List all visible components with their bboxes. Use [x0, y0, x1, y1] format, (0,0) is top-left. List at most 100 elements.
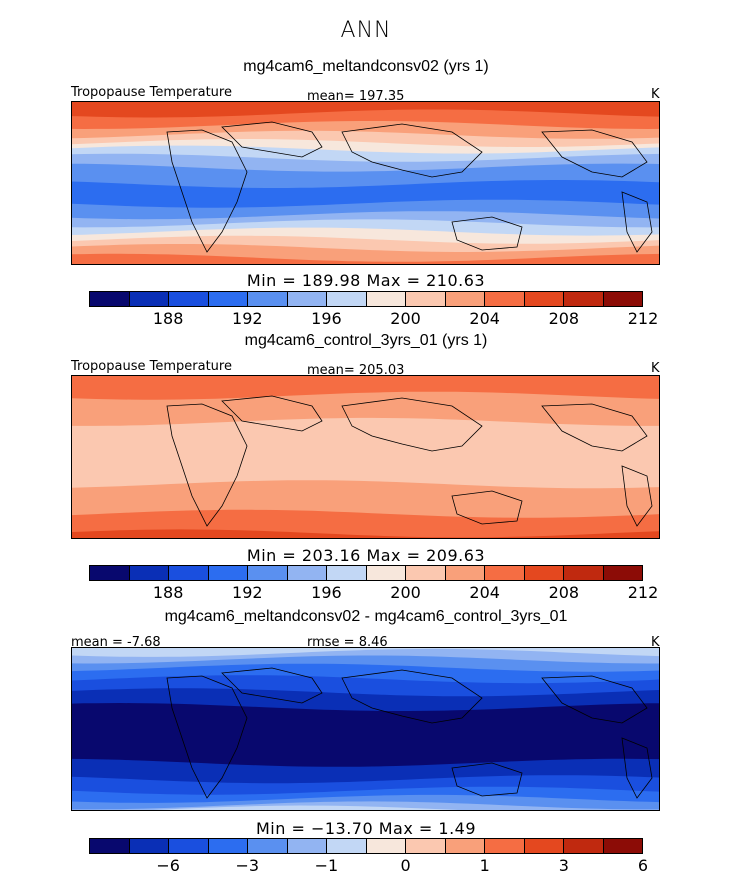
colorbar-swatch: [603, 566, 642, 580]
colorbar-swatch: [327, 839, 367, 853]
colorbar-tick-label: 212: [627, 309, 659, 328]
colorbar-tick-label: 192: [232, 583, 263, 602]
colorbar-tick-label: 6: [637, 856, 649, 875]
panel-1-title: mg4cam6_meltandconsv02 (yrs 1): [243, 58, 489, 75]
panel-2-field: [72, 376, 659, 538]
colorbar-swatch: [169, 566, 209, 580]
panel-2-title: mg4cam6_control_3yrs_01 (yrs 1): [244, 332, 488, 349]
colorbar-swatch: [564, 566, 604, 580]
panel-3-rmse-label: rmse = 8.46: [307, 635, 388, 650]
colorbar-tick-label: 208: [548, 583, 580, 602]
colorbar-swatch: [524, 839, 564, 853]
colorbar-swatch: [485, 566, 525, 580]
colorbar-swatch: [248, 292, 288, 306]
panel-3-title: mg4cam6_meltandconsv02 - mg4cam6_control…: [164, 608, 568, 625]
coastline: [451, 216, 523, 251]
coastline: [166, 675, 248, 799]
colorbar-swatch: [287, 292, 327, 306]
coastline: [621, 191, 653, 253]
colorbar-swatch: [129, 566, 169, 580]
coastline: [541, 129, 648, 178]
colorbar-swatch: [603, 292, 642, 306]
colorbar-swatch: [366, 839, 406, 853]
coastline: [451, 762, 523, 797]
colorbar-swatch: [445, 839, 485, 853]
season-title: ANN: [340, 18, 392, 43]
colorbar-swatch: [524, 292, 564, 306]
colorbar-swatch: [287, 839, 327, 853]
panel-2-minmax: Min = 203.16 Max = 209.63: [246, 546, 486, 565]
colorbar-swatch: [366, 566, 406, 580]
colorbar-tick-label: −3: [235, 856, 260, 875]
panel-2-colorbar: [89, 565, 643, 581]
colorbar-tick-label: 196: [311, 309, 342, 328]
colorbar-tick-label: 188: [152, 583, 184, 602]
colorbar-tick-label: 1: [479, 856, 490, 875]
panel-1-field: [72, 102, 659, 264]
colorbar-tick-label: 200: [390, 583, 421, 602]
panel-2-map: [71, 375, 660, 539]
colorbar-tick-label: 0: [400, 856, 411, 875]
colorbar-swatch: [603, 839, 642, 853]
colorbar-swatch: [129, 839, 169, 853]
colorbar-swatch: [208, 292, 248, 306]
coastline: [341, 397, 483, 452]
colorbar-swatch: [90, 566, 130, 580]
coastline: [541, 403, 648, 452]
panel-1-variable-label: Tropopause Temperature: [71, 85, 232, 100]
colorbar-swatch: [564, 839, 604, 853]
colorbar-swatch: [406, 566, 446, 580]
colorbar-tick-label: 204: [469, 309, 500, 328]
coastline: [541, 675, 648, 724]
coastline: [341, 123, 483, 178]
panel-1-map: [71, 101, 660, 265]
colorbar-swatch: [406, 839, 446, 853]
colorbar-swatch: [445, 292, 485, 306]
panel-1-minmax: Min = 189.98 Max = 210.63: [246, 271, 486, 290]
panel-3-mean-label: mean = -7.68: [71, 635, 161, 650]
colorbar-swatch: [169, 292, 209, 306]
panel-3-map: [71, 647, 660, 811]
panel-3-field: [72, 648, 659, 810]
contour-band: [72, 529, 659, 538]
colorbar-swatch: [248, 566, 288, 580]
colorbar-tick-label: 208: [548, 309, 580, 328]
coastline: [221, 395, 323, 432]
panel-1-mean-label: mean= 197.35: [307, 89, 405, 104]
colorbar-tick-label: 188: [152, 309, 184, 328]
colorbar-swatch: [90, 839, 130, 853]
panel-3-colorbar: [89, 838, 643, 854]
colorbar-swatch: [485, 839, 525, 853]
colorbar-swatch: [564, 292, 604, 306]
panel-2-units: K: [651, 361, 660, 376]
coastline: [166, 403, 248, 527]
colorbar-tick-label: −1: [314, 856, 339, 875]
colorbar-swatch: [208, 839, 248, 853]
colorbar-swatch: [366, 292, 406, 306]
colorbar-tick-label: 204: [469, 583, 500, 602]
panel-1-colorbar: [89, 291, 643, 307]
colorbar-tick-label: 196: [311, 583, 342, 602]
contour-band: [72, 805, 458, 810]
colorbar-swatch: [445, 566, 485, 580]
panel-2-variable-label: Tropopause Temperature: [71, 359, 232, 374]
contour-band: [72, 253, 659, 264]
colorbar-swatch: [169, 839, 209, 853]
colorbar-tick-label: 3: [558, 856, 569, 875]
panel-1-units: K: [651, 87, 660, 102]
colorbar-swatch: [208, 566, 248, 580]
colorbar-swatch: [327, 566, 367, 580]
coastline: [451, 490, 523, 525]
coastline: [621, 465, 653, 527]
coastline: [341, 669, 483, 724]
colorbar-swatch: [485, 292, 525, 306]
colorbar-swatch: [287, 566, 327, 580]
panel-3-minmax: Min = −13.70 Max = 1.49: [255, 819, 477, 838]
colorbar-tick-label: 200: [390, 309, 421, 328]
colorbar-swatch: [406, 292, 446, 306]
colorbar-swatch: [248, 839, 288, 853]
colorbar-swatch: [524, 566, 564, 580]
coastline: [621, 737, 653, 799]
colorbar-swatch: [327, 292, 367, 306]
coastline: [221, 121, 323, 158]
